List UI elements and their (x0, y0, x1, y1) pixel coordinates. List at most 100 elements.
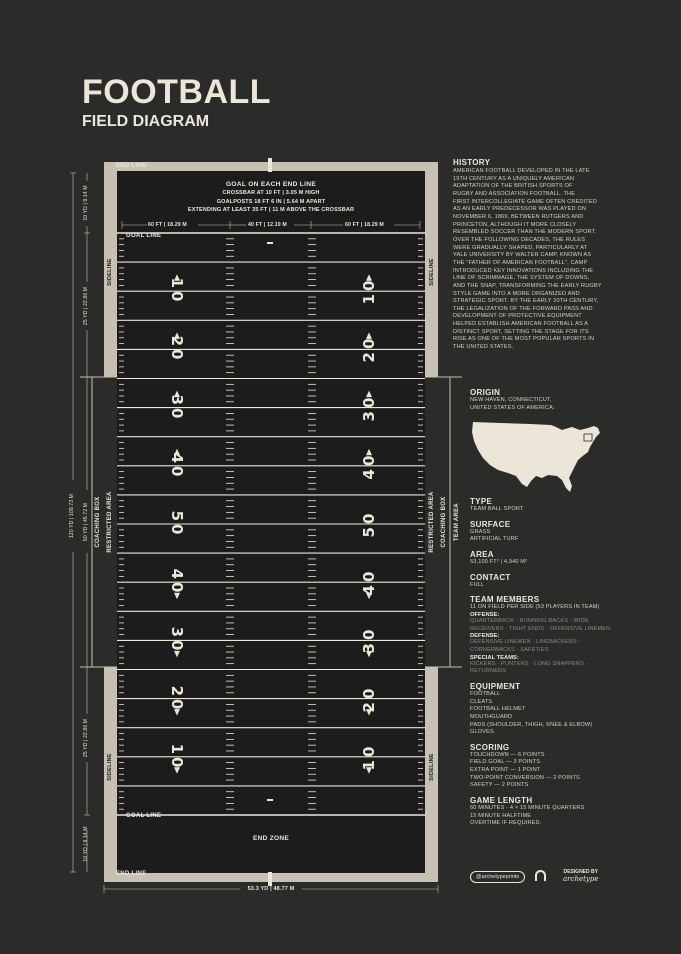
dimension-50: 50 YD | 45.72 M (83, 502, 90, 542)
goalpost-bottom (268, 872, 272, 886)
team-members-intro: 11 ON FIELD PER SIDE (53 PLAYERS IN TEAM… (470, 604, 600, 611)
yard-number-right: 30 (360, 394, 378, 422)
dimension-endzone-top: 10 YD | 9.14 M (83, 185, 90, 221)
history-line: AS AN EARLY PREDECESSOR WAS PLAYED ON (453, 206, 587, 213)
origin-heading: ORIGIN (470, 388, 501, 397)
history-line: RUGBY AND ASSOCIATION FOOTBALL. THE (453, 190, 576, 197)
history-heading: HISTORY (453, 158, 491, 167)
direction-arrow (174, 592, 180, 600)
offense-line: QUARTERBACK · RUNNING BACKS · WIDE (470, 617, 589, 624)
end-zone-label: END ZONE (253, 835, 289, 842)
equipment-heading: EQUIPMENT (470, 681, 521, 691)
defense-line: CORNERBACKS · SAFETIES (470, 646, 549, 653)
yard-number-right: 20 (360, 685, 378, 713)
history-line: NOVEMBER 6, 1869, BETWEEN RUTGERS AND (453, 213, 584, 220)
goal-line-top-label: GOAL LINE (126, 233, 162, 239)
history-line: HELPED ESTABLISH AMERICAN FOOTBALL AS A (453, 321, 589, 328)
sideline-label: SIDELINE (429, 753, 435, 781)
yard-number-right: 50 (360, 510, 378, 538)
instagram-handle[interactable]: @archetypeprints (470, 871, 526, 883)
length-dimension-lines (70, 172, 90, 873)
coaching-box-left (104, 377, 117, 667)
yard-arrows (174, 274, 372, 774)
sideline-label: SIDELINE (429, 258, 435, 286)
usa-map (472, 422, 600, 492)
history-line: AMERICAN FOOTBALL DEVELOPED IN THE LATE (453, 168, 590, 174)
history-line: DEVELOPMENT OF PROTECTIVE EQUIPMENT (453, 313, 582, 320)
sideline-label: SIDELINE (107, 258, 113, 286)
dimension-width: 53.3 YD | 48.77 M (247, 886, 295, 892)
equipment-item: FOOTBALL HELMET (470, 706, 526, 713)
equipment-item: PADS (SHOULDER, THIGH, KNEE & ELBOW) (470, 721, 593, 728)
direction-arrow (366, 592, 372, 600)
width-dimension-lines (121, 221, 421, 229)
sideline-label: SIDELINE (107, 753, 113, 781)
yard-number-left: 20 (168, 685, 186, 713)
surface-heading: SURFACE (470, 519, 511, 529)
game-length-line: 60 MINUTES · 4 × 15 MINUTE QUARTERS (470, 805, 585, 812)
goal-line-bottom-label: GOAL LINE (126, 813, 162, 819)
width-segment-right: 60 FT | 18.29 M (345, 222, 384, 228)
width-segment-left: 60 FT | 18.29 M (148, 222, 187, 228)
history-line: STRATEGIC SPORT. BY THE EARLY 20TH CENTU… (453, 298, 599, 305)
scoring-item: FIELD GOAL — 3 POINTS (470, 759, 541, 766)
yard-number-left: 10 (168, 277, 186, 305)
equipment-item: GLOVES (470, 729, 494, 736)
yard-number-left: 20 (168, 335, 186, 363)
extra-point-mark-bottom (267, 799, 273, 801)
game-length-line: OVERTIME IF REQUIRED. (470, 820, 542, 827)
equipment-item: CLEATS (470, 698, 493, 705)
coaching-box-label: COACHING BOX (95, 496, 101, 548)
special-teams-line: KICKERS · PUNTERS · LONG SNAPPERS · (470, 660, 588, 667)
equipment-item: FOOTBALL (470, 690, 501, 697)
yard-number-left: 30 (168, 626, 186, 654)
history-line: 19TH CENTURY AS A UNIQUELY AMERICAN (453, 175, 575, 182)
history-line: PRINCETON, ALTHOUGH IT MORE CLOSELY (453, 221, 577, 228)
scoring-item: SAFETY — 2 POINTS (470, 782, 529, 789)
yard-number-right: 10 (360, 277, 378, 305)
goalpost-top (268, 158, 272, 172)
yard-number-right: 40 (360, 568, 378, 596)
history-line: WERE GRADUALLY SHAPED, PARTICULARLY AT (453, 244, 588, 251)
direction-arrow (366, 274, 372, 281)
dimension-endzone-bottom: 10 YD | 9.14 M (83, 826, 90, 862)
end-line-bottom-label: END LINE (116, 871, 147, 877)
special-teams-label: SPECIAL TEAMS: (470, 654, 519, 661)
direction-arrow (366, 448, 372, 456)
special-teams-line: RETURNERS (470, 668, 507, 675)
history-line: AND THE SNAP, TRANSFORMING THE EARLY RUG… (453, 282, 602, 289)
direction-arrow (174, 709, 180, 716)
offense-line: RECEIVERS · TIGHT ENDS · OFFENSIVE LINEM… (470, 625, 611, 632)
direction-arrow (174, 390, 180, 398)
yard-number-right: 20 (360, 335, 378, 363)
yard-number-right: 30 (360, 626, 378, 654)
origin-line: UNITED STATES OF AMERICA. (470, 404, 555, 411)
width-segment-center: 40 FT | 12.19 M (248, 222, 287, 228)
brand-name: archetype (563, 875, 599, 883)
goal-note: GOAL ON EACH END LINE CROSSBAR AT 10 FT … (117, 180, 425, 215)
contact-value: FULL (470, 581, 485, 588)
extra-point-mark-top (267, 242, 273, 244)
history-line: ADAPTATION OF THE BRITISH SPORTS OF (453, 183, 573, 190)
goal-note-line: CROSSBAR AT 10 FT | 3.05 M HIGH (222, 190, 320, 196)
offense-label: OFFENSE: (470, 611, 500, 618)
dimension-25-bottom: 25 YD | 22.86 M (83, 718, 90, 758)
history-line: INTRODUCED KEY INNOVATIONS INCLUDING THE (453, 267, 594, 274)
equipment-item: MOUTHGUARD (470, 713, 513, 720)
surface-value: GRASS (470, 528, 491, 535)
yard-number-right: 10 (360, 743, 378, 771)
origin-section: ORIGIN NEW HAVEN, CONNECTICUT, UNITED ST… (470, 388, 620, 412)
scoring-heading: SCORING (470, 742, 510, 752)
yard-number-right: 40 (360, 452, 378, 480)
direction-arrow (366, 390, 372, 398)
history-line: STYLE GAME INTO A MORE ORGANIZED AND (453, 290, 580, 297)
yard-number-left: 10 (168, 743, 186, 771)
direction-arrow (174, 767, 180, 774)
yard-number-left: 50 (168, 510, 186, 538)
history-line: LINE OF SCRIMMAGE, THE SYSTEM OF DOWNS, (453, 275, 590, 282)
area-value: 53,100 FT² | 4,940 M² (470, 558, 528, 565)
end-line-top-label: END LINE (116, 163, 147, 169)
type-value: TEAM BALL SPORT (470, 506, 524, 512)
game-length-heading: GAME LENGTH (470, 796, 533, 806)
